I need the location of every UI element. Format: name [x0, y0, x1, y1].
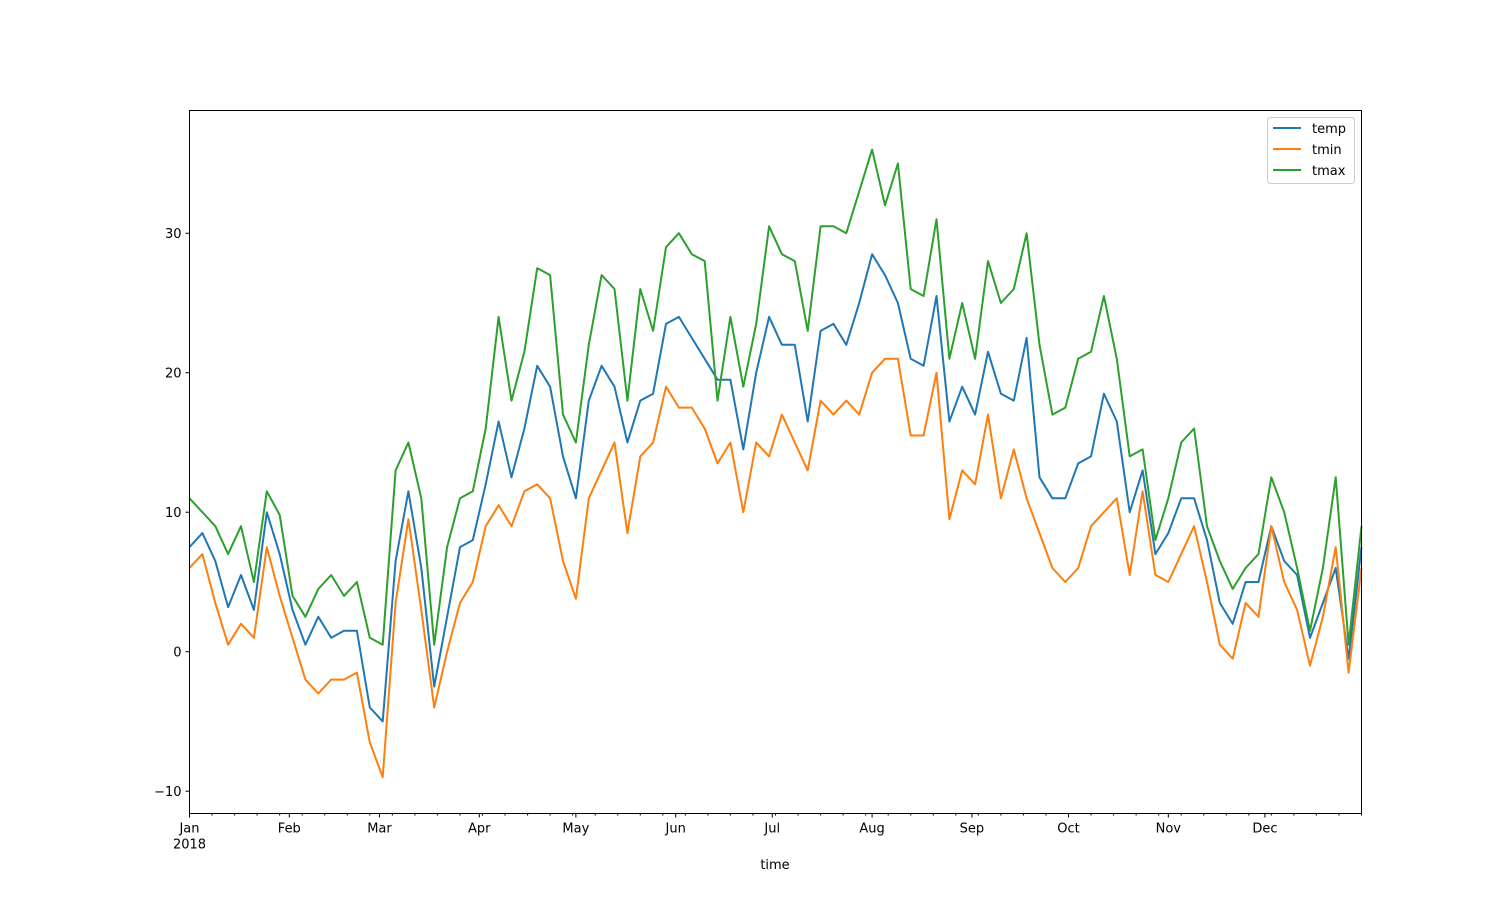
x-tick-label: Nov	[1156, 822, 1182, 837]
x-tick-label: Jun	[665, 822, 686, 837]
x-tick-label: Aug	[859, 822, 884, 837]
legend-label-tmin: tmin	[1312, 143, 1342, 158]
x-tick-year-label: 2018	[173, 838, 206, 853]
x-axis-label: time	[760, 858, 789, 873]
x-tick-label: Feb	[278, 822, 301, 837]
series-lines	[188, 148, 1363, 779]
series-line-tmin	[188, 357, 1363, 779]
y-tick-label: 30	[165, 227, 182, 242]
x-tick-label: Mar	[367, 822, 392, 837]
legend-label-temp: temp	[1312, 122, 1346, 137]
x-tick-label: May	[562, 822, 589, 837]
y-axis: −10 0 10 20 30	[154, 227, 190, 800]
x-tick-label: Jul	[763, 822, 780, 837]
y-tick-label: −10	[154, 785, 181, 800]
legend-box	[1267, 117, 1355, 184]
plot-frame	[189, 110, 1362, 814]
x-tick-label: Oct	[1057, 822, 1079, 837]
legend-label-tmax: tmax	[1312, 164, 1346, 179]
x-tick-label: Sep	[960, 822, 985, 837]
series-line-tmax	[188, 148, 1363, 646]
legend: temp tmin tmax	[1267, 117, 1355, 184]
y-tick-label: 0	[173, 646, 181, 661]
y-tick-label: 20	[165, 367, 182, 382]
x-tick-label: Apr	[468, 822, 491, 837]
series-line-temp	[188, 253, 1363, 723]
x-tick-label: Dec	[1252, 822, 1277, 837]
y-tick-label: 10	[165, 506, 182, 521]
x-tick-label: Jan	[178, 822, 199, 837]
